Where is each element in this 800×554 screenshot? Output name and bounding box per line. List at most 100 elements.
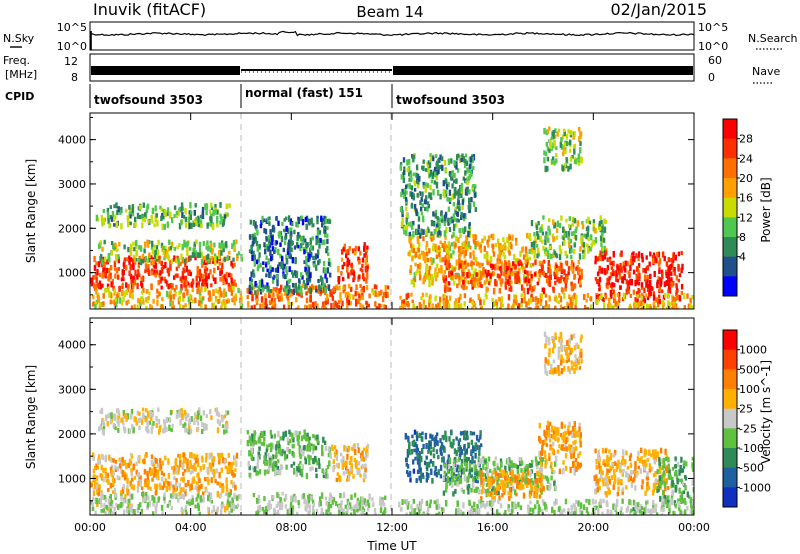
heatmap-cell xyxy=(545,300,548,307)
heatmap-cell xyxy=(648,288,652,294)
heatmap-cell xyxy=(190,416,193,422)
heatmap-cell xyxy=(473,460,476,466)
heatmap-cell xyxy=(569,297,573,302)
heatmap-cell xyxy=(132,509,136,515)
heatmap-cell xyxy=(548,228,551,236)
heatmap-cell xyxy=(342,289,345,294)
heatmap-cell xyxy=(102,468,105,474)
heatmap-cell xyxy=(136,212,140,219)
heatmap-cell xyxy=(464,239,468,245)
heatmap-cell xyxy=(210,415,213,421)
heatmap-cell xyxy=(294,430,297,437)
colorbar-tick-label: 28 xyxy=(739,133,753,146)
heatmap-cell xyxy=(596,298,599,305)
heatmap-cell xyxy=(114,243,117,248)
heatmap-cell xyxy=(150,454,154,459)
heatmap-cell xyxy=(136,274,139,280)
heatmap-cell xyxy=(264,228,268,235)
heatmap-cell xyxy=(637,263,641,268)
heatmap-cell xyxy=(186,458,189,466)
heatmap-cell xyxy=(555,158,558,164)
heatmap-cell xyxy=(472,236,475,240)
heatmap-cell xyxy=(157,280,160,286)
heatmap-cell xyxy=(453,300,457,308)
heatmap-cell xyxy=(174,486,177,493)
heatmap-cell xyxy=(565,133,569,140)
heatmap-cell xyxy=(318,501,321,508)
heatmap-cell xyxy=(208,462,212,469)
heatmap-cell xyxy=(189,459,192,465)
heatmap-cell xyxy=(583,247,586,254)
heatmap-cell xyxy=(573,218,577,224)
heatmap-cell xyxy=(302,280,306,284)
heatmap-cell xyxy=(130,243,133,250)
heatmap-cell xyxy=(646,286,650,293)
heatmap-cell xyxy=(196,266,199,272)
colorbar-swatch xyxy=(723,237,737,258)
heatmap-cell xyxy=(184,412,187,419)
heatmap-cell xyxy=(267,285,270,292)
heatmap-cell xyxy=(598,268,601,274)
heatmap-cell xyxy=(249,436,252,443)
heatmap-cell xyxy=(637,301,641,308)
heatmap-cell xyxy=(185,257,188,264)
heatmap-cell xyxy=(158,291,161,297)
heatmap-cell xyxy=(667,266,670,272)
heatmap-cell xyxy=(149,410,152,416)
heatmap-cell xyxy=(169,246,173,250)
heatmap-cell xyxy=(406,159,409,166)
heatmap-cell xyxy=(425,241,429,247)
heatmap-cell xyxy=(289,245,292,252)
heatmap-cell xyxy=(462,285,465,291)
heatmap-cell xyxy=(667,283,671,290)
heatmap-cell xyxy=(365,277,368,284)
heatmap-cell xyxy=(553,160,556,166)
heatmap-cell xyxy=(274,472,277,477)
heatmap-cell xyxy=(660,278,663,285)
heatmap-cell xyxy=(416,193,419,198)
heatmap-cell xyxy=(479,306,483,309)
heatmap-cell xyxy=(539,226,542,231)
heatmap-cell xyxy=(606,283,609,290)
heatmap-cell xyxy=(258,252,261,258)
heatmap-cell xyxy=(167,246,171,251)
heatmap-cell xyxy=(271,279,275,284)
heatmap-cell xyxy=(442,276,446,283)
heatmap-cell xyxy=(516,271,519,278)
heatmap-cell xyxy=(573,148,576,155)
heatmap-cell xyxy=(232,461,235,466)
heatmap-cell xyxy=(536,306,539,309)
heatmap-cell xyxy=(130,305,134,309)
heatmap-cell xyxy=(354,250,357,256)
heatmap-cell xyxy=(426,226,430,231)
heatmap-cell xyxy=(116,466,120,472)
heatmap-cell xyxy=(444,255,447,261)
heatmap-cell xyxy=(494,242,497,248)
heatmap-cell xyxy=(349,467,352,472)
heatmap-cell xyxy=(111,511,114,515)
heatmap-cell xyxy=(193,241,197,247)
heatmap-cell xyxy=(322,436,325,443)
heatmap-cell xyxy=(113,299,116,306)
heatmap-cell xyxy=(180,253,183,260)
heatmap-cell xyxy=(532,296,535,302)
heatmap-cell xyxy=(158,429,161,435)
heatmap-cell xyxy=(113,507,116,512)
heatmap-cell xyxy=(282,304,286,309)
heatmap-cell xyxy=(563,229,566,235)
heatmap-cell xyxy=(100,491,104,496)
heatmap-cell xyxy=(284,454,287,461)
heatmap-cell xyxy=(534,456,538,463)
heatmap-cell xyxy=(325,277,329,283)
heatmap-cell xyxy=(337,276,340,283)
heatmap-cell xyxy=(542,215,545,220)
heatmap-cell xyxy=(358,307,362,309)
heatmap-cell xyxy=(177,258,180,265)
heatmap-cell xyxy=(466,272,469,278)
heatmap-cell xyxy=(627,281,630,286)
heatmap-cell xyxy=(406,183,409,188)
heatmap-cell xyxy=(553,296,557,302)
heatmap-cell xyxy=(457,153,460,158)
heatmap-cell xyxy=(116,209,119,216)
heatmap-cell xyxy=(319,275,323,282)
